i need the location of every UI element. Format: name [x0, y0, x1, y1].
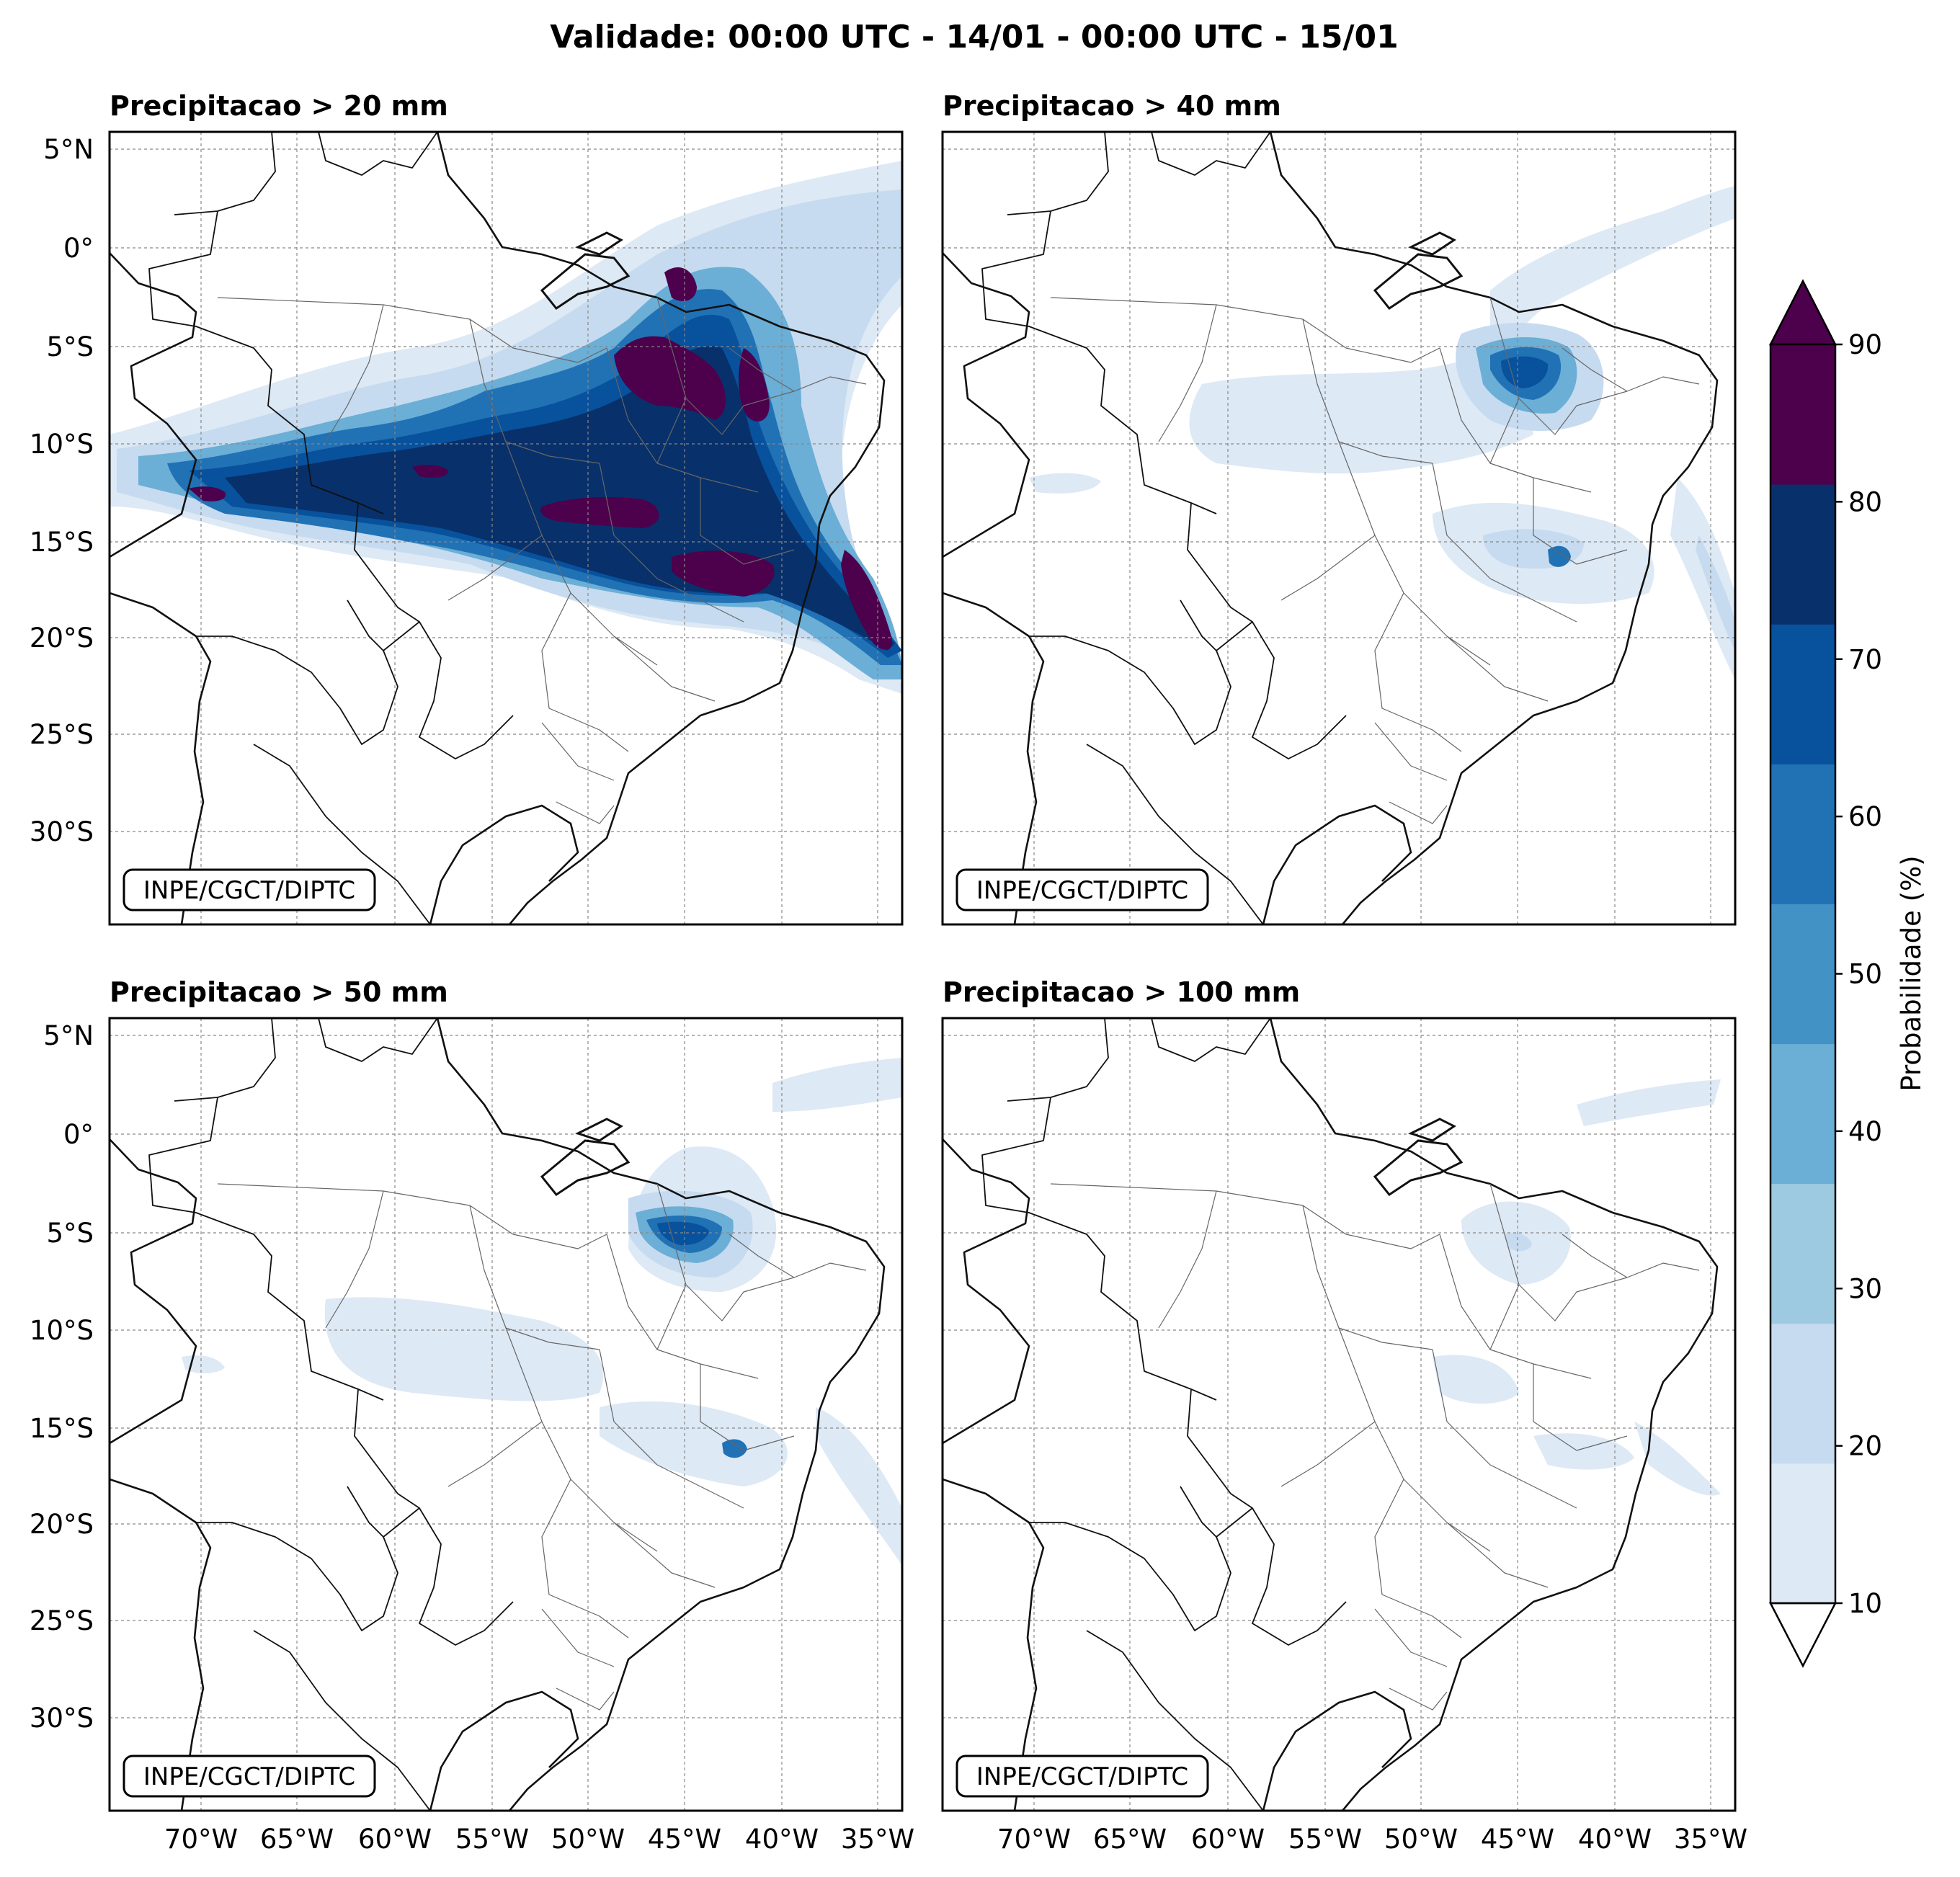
lon-labels-right: 70°W 65°W 60°W 55°W 50°W 45°W 40°W 35°W [997, 1824, 1747, 1855]
lat-label: 5°N [43, 134, 94, 165]
credit-text: INPE/CGCT/DIPTC [976, 876, 1188, 905]
lon-label: 60°W [1191, 1824, 1265, 1855]
colorbar-band [1770, 1043, 1835, 1185]
lat-label: 5°N [43, 1020, 94, 1051]
credit-badge: INPE/CGCT/DIPTC [956, 1755, 1209, 1798]
colorbar-tick-label: 40 [1848, 1116, 1882, 1147]
colorbar-band [1770, 344, 1835, 485]
colorbar-tick-label: 60 [1848, 801, 1882, 832]
credit-text: INPE/CGCT/DIPTC [143, 876, 355, 905]
lon-labels-left: 70°W 65°W 60°W 55°W 50°W 45°W 40°W 35°W [164, 1824, 914, 1855]
panel-title: Precipitacao > 20 mm [110, 90, 448, 122]
lat-labels-bottom: 5°N 0° 5°S 10°S 15°S 20°S 25°S 30°S [30, 1020, 94, 1734]
credit-badge: INPE/CGCT/DIPTC [122, 868, 376, 911]
lat-label: 25°S [30, 1605, 94, 1636]
colorbar-max-extension [1768, 279, 1838, 346]
lon-label: 60°W [358, 1824, 432, 1855]
colorbar-tick-label: 80 [1848, 486, 1882, 517]
panel-title: Precipitacao > 40 mm [943, 90, 1281, 122]
panel-title: Precipitacao > 50 mm [110, 976, 448, 1008]
lat-label: 5°S [46, 1218, 94, 1249]
colorbar-tick-label: 10 [1848, 1588, 1882, 1619]
lon-label: 40°W [1578, 1824, 1652, 1855]
colorbar-min-extension [1768, 1602, 1838, 1668]
lat-label: 25°S [30, 719, 94, 750]
colorbar-label: Probabilidade (%) [1896, 855, 1927, 1091]
lat-label: 15°S [30, 527, 94, 558]
probability-field [182, 1058, 902, 1566]
colorbar-band [1770, 484, 1835, 625]
lon-label: 50°W [551, 1824, 625, 1855]
colorbar-band [1770, 1183, 1835, 1324]
panel-precip-20mm: Precipitacao > 20 mm [108, 90, 904, 926]
colorbar-tick-label: 50 [1848, 959, 1882, 990]
panel-precip-100mm: Precipitacao > 100 mm INPE/CGCT/DIPTC [941, 976, 1737, 1812]
figure-title: Validade: 00:00 UTC - 14/01 - 00:00 UTC … [550, 19, 1399, 55]
lat-label: 20°S [30, 623, 94, 654]
colorbar-band [1770, 764, 1835, 904]
lon-label: 55°W [1288, 1824, 1362, 1855]
lon-label: 35°W [841, 1824, 914, 1855]
lat-label: 10°S [30, 429, 94, 460]
lon-label: 70°W [997, 1824, 1071, 1855]
colorbar-band [1770, 624, 1835, 764]
probability-field [110, 161, 902, 694]
lat-label: 30°S [30, 816, 94, 847]
panel-precip-50mm: Precipitacao > 50 mm INPE/CGCT/DIPTC [108, 976, 904, 1812]
credit-badge: INPE/CGCT/DIPTC [956, 868, 1209, 911]
probability-field [1433, 1079, 1721, 1496]
lon-label: 65°W [260, 1824, 334, 1855]
credit-text: INPE/CGCT/DIPTC [976, 1762, 1188, 1791]
lon-label: 45°W [1481, 1824, 1554, 1855]
lon-label: 35°W [1674, 1824, 1747, 1855]
lat-label: 10°S [30, 1315, 94, 1346]
colorbar-band [1770, 904, 1835, 1045]
panel-precip-40mm: Precipitacao > 40 mm INPE/CGCT/ [941, 90, 1737, 926]
lon-label: 55°W [455, 1824, 529, 1855]
lon-label: 40°W [745, 1824, 819, 1855]
colorbar-band [1770, 1323, 1835, 1464]
lat-labels-top: 5°N 0° 5°S 10°S 15°S 20°S 25°S 30°S [30, 134, 94, 847]
lon-label: 45°W [648, 1824, 721, 1855]
lat-label: 0° [63, 1119, 94, 1150]
colorbar-tick-label: 20 [1848, 1431, 1882, 1462]
credit-badge: INPE/CGCT/DIPTC [122, 1755, 376, 1798]
lat-label: 0° [63, 233, 94, 264]
lat-label: 5°S [46, 331, 94, 362]
colorbar-band [1770, 1463, 1835, 1604]
lat-label: 20°S [30, 1509, 94, 1540]
colorbar-tick-label: 90 [1848, 329, 1882, 360]
lon-label: 65°W [1093, 1824, 1167, 1855]
colorbar: 10 20 30 40 50 60 70 80 90 Probabilidade (%) [1768, 279, 1927, 1668]
credit-text: INPE/CGCT/DIPTC [143, 1762, 355, 1791]
lon-label: 50°W [1384, 1824, 1458, 1855]
colorbar-tick-label: 30 [1848, 1273, 1882, 1304]
lat-label: 15°S [30, 1413, 94, 1444]
lon-label: 70°W [164, 1824, 238, 1855]
colorbar-tick-label: 70 [1848, 644, 1882, 675]
lat-label: 30°S [30, 1703, 94, 1734]
panel-title: Precipitacao > 100 mm [943, 976, 1300, 1008]
